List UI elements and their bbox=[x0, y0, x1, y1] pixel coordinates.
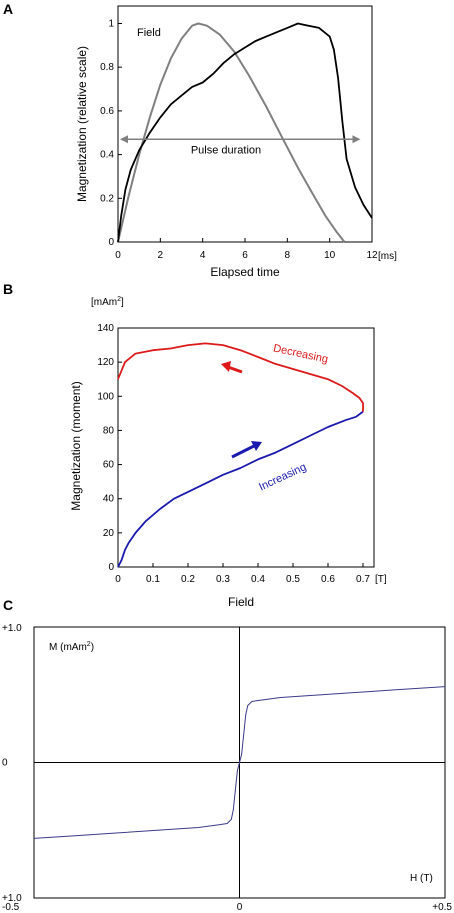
panel-a-letter: A bbox=[3, 1, 13, 17]
panel-b: B [mAm2] 0 0.1 0.2 0.3 0.4 0.5 0.6 0.7 0 20 40 60 80… bbox=[3, 281, 387, 609]
y-tick-label: 0.8 bbox=[100, 62, 114, 73]
panel-b-letter: B bbox=[3, 281, 13, 297]
panel-a-x-axis-label: Elapsed time bbox=[210, 265, 280, 279]
panel-c-letter: C bbox=[3, 597, 13, 613]
x-tick-label: 4 bbox=[200, 250, 206, 261]
x-tick-label: 0 bbox=[115, 574, 121, 585]
y-tick-label: 140 bbox=[97, 323, 114, 334]
hysteresis-series-line bbox=[33, 686, 446, 839]
decreasing-series-label: Decreasing bbox=[272, 342, 329, 365]
decreasing-series-line bbox=[117, 342, 364, 412]
x-tick-label: 12 bbox=[366, 250, 378, 261]
x-tick-label: 0.2 bbox=[181, 574, 195, 585]
x-tick-label: 0.1 bbox=[146, 574, 160, 585]
panel-a-x-unit: [ms] bbox=[378, 251, 397, 262]
y-tick-label: 100 bbox=[97, 391, 114, 402]
x-tick-label: 8 bbox=[285, 250, 291, 261]
panel-b-x-axis-label: Field bbox=[228, 595, 254, 609]
decreasing-direction-arrowhead bbox=[221, 361, 231, 372]
y-tick-label: 40 bbox=[103, 494, 115, 505]
increasing-series-label: Increasing bbox=[257, 461, 308, 493]
y-tick-label: 120 bbox=[97, 357, 114, 368]
x-tick-label: 0.6 bbox=[321, 574, 335, 585]
magnetization-series-line bbox=[117, 22, 373, 243]
y-tick-label: +1.0 bbox=[2, 623, 22, 634]
y-tick-label: 0 bbox=[2, 758, 8, 769]
pulse-duration-label: Pulse duration bbox=[191, 144, 261, 156]
y-tick-label: 0.6 bbox=[100, 106, 114, 117]
x-tick-label: 6 bbox=[242, 250, 248, 261]
x-tick-label: 0 bbox=[237, 902, 243, 913]
panel-b-y-unit: [mAm2] bbox=[91, 296, 124, 308]
pulse-duration-arrowhead-left bbox=[120, 135, 128, 144]
field-series-label: Field bbox=[137, 27, 161, 39]
x-tick-label: +0.5 bbox=[432, 902, 452, 913]
panel-c: C M (mAm2) H (T) -0.5 0 +0.5 +1.0 0 +1.0 bbox=[2, 597, 452, 913]
y-tick-label: 0 bbox=[108, 562, 114, 573]
x-tick-label: -0.5 bbox=[2, 902, 20, 913]
x-tick-label: 10 bbox=[324, 250, 336, 261]
panel-a: A 0 2 4 6 8 10 12 0 0.2 0.4 0.6 0.8 1 Pulse duration… bbox=[3, 1, 397, 279]
y-tick-label: 0 bbox=[108, 237, 114, 248]
y-tick-label: 1 bbox=[108, 18, 114, 29]
panel-a-y-axis-label: Magnetization (relative scale) bbox=[75, 46, 89, 202]
increasing-series-line bbox=[117, 410, 364, 568]
increasing-direction-arrowhead bbox=[251, 441, 262, 451]
panel-b-plot-frame bbox=[117, 327, 375, 568]
x-tick-label: 2 bbox=[158, 250, 164, 261]
panel-c-y-axis-label: M (mAm2) bbox=[49, 641, 94, 653]
y-tick-label: 0.2 bbox=[100, 193, 114, 204]
x-tick-label: 0.5 bbox=[286, 574, 300, 585]
x-tick-label: 0 bbox=[115, 250, 121, 261]
x-tick-label: 0.4 bbox=[251, 574, 265, 585]
increasing-direction-arrow bbox=[231, 444, 255, 459]
y-tick-label: 60 bbox=[103, 460, 115, 471]
field-series-line bbox=[117, 22, 346, 243]
x-tick-label: 0.7 bbox=[356, 574, 370, 585]
y-tick-label: 80 bbox=[103, 425, 115, 436]
decreasing-direction-arrow bbox=[227, 365, 243, 374]
x-tick-label: 0.3 bbox=[216, 574, 230, 585]
pulse-duration-arrowhead-right bbox=[352, 135, 361, 144]
y-tick-label: 20 bbox=[103, 528, 115, 539]
panel-b-y-axis-label: Magnetization (moment) bbox=[69, 381, 83, 510]
panel-b-x-unit: [T] bbox=[375, 574, 387, 585]
panel-c-x-axis-label: H (T) bbox=[410, 873, 433, 884]
y-tick-label: +1.0 bbox=[2, 893, 22, 904]
y-tick-label: 0.4 bbox=[100, 150, 114, 161]
